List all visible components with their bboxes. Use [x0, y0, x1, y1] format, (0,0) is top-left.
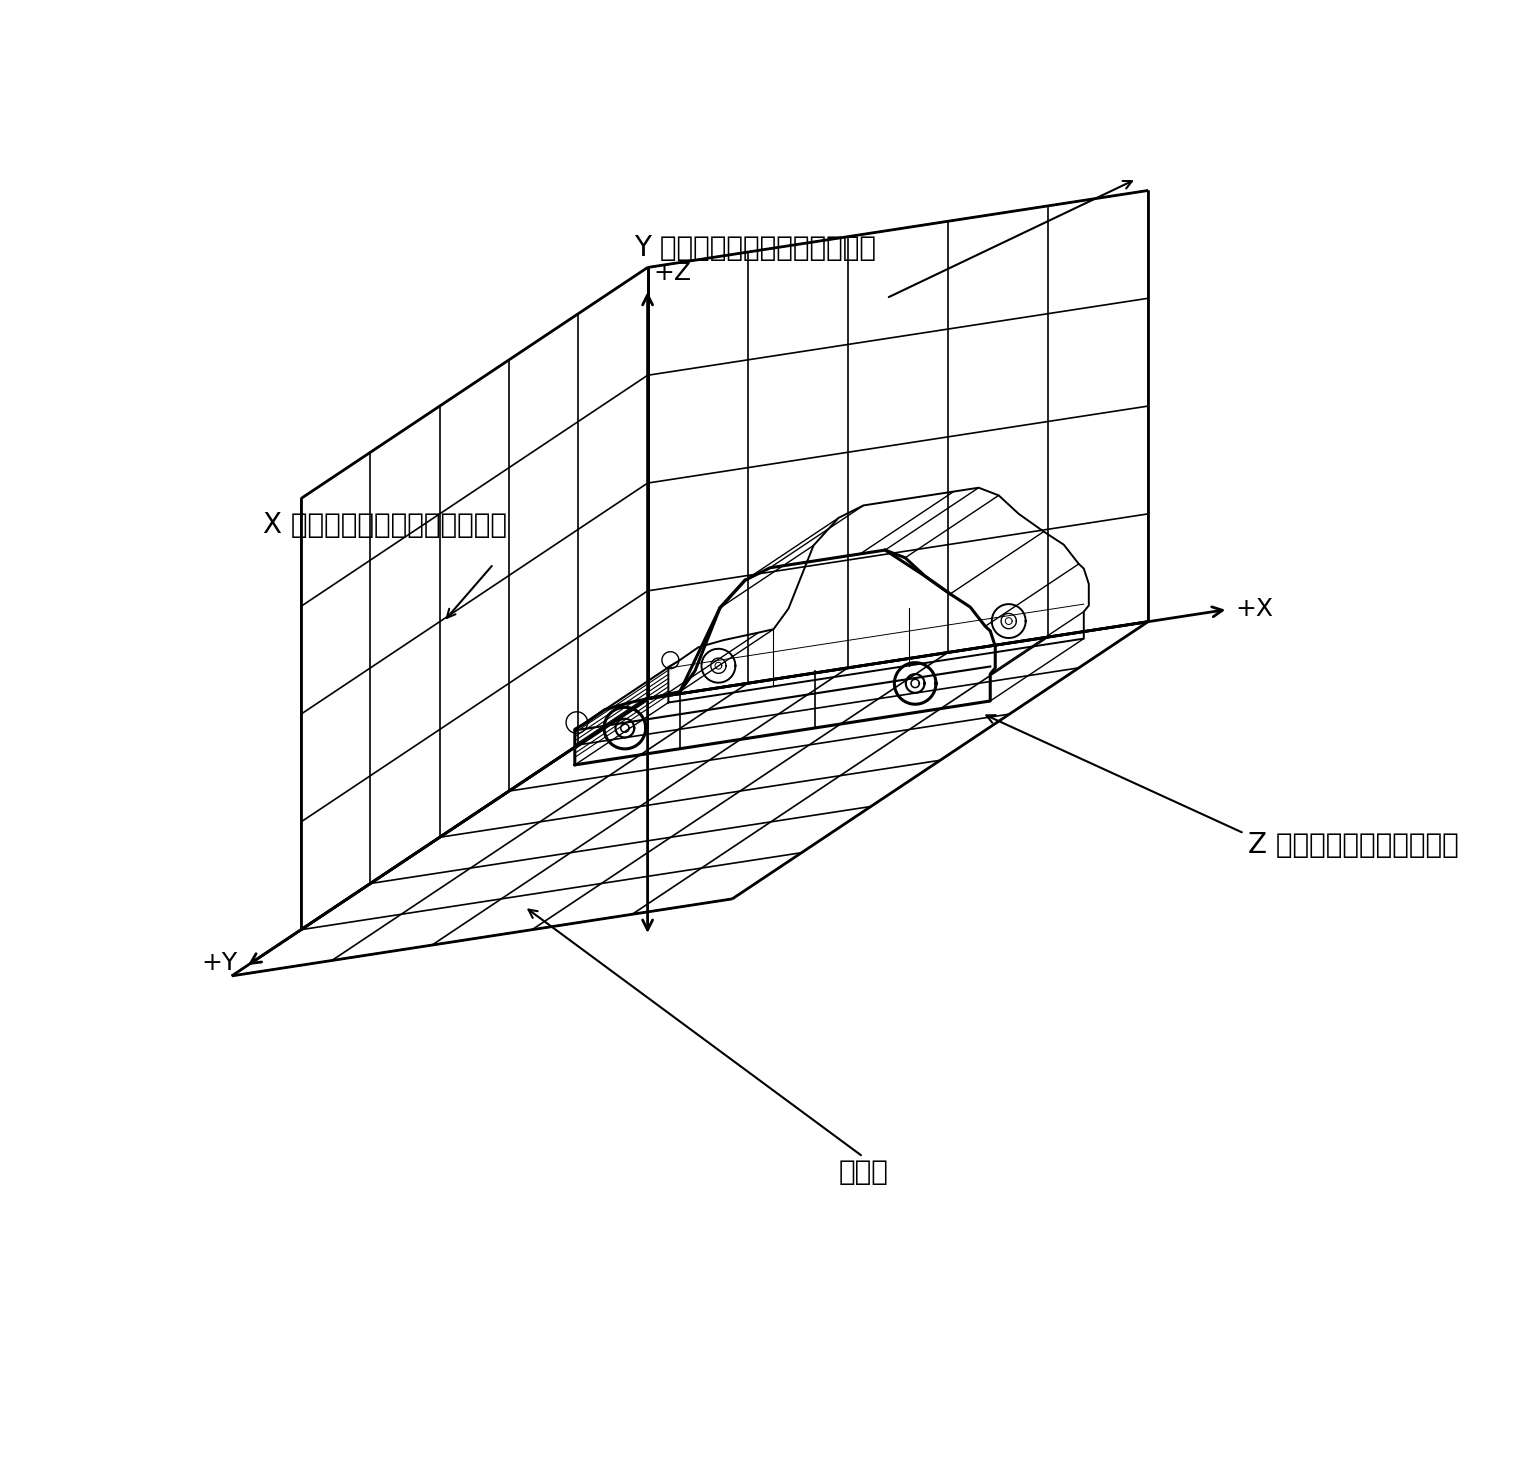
Text: +X: +X: [1236, 597, 1273, 622]
Text: Y 向零平面（纵向垂直零平面）: Y 向零平面（纵向垂直零平面）: [634, 235, 876, 263]
Text: 支撑面: 支撑面: [838, 1158, 888, 1186]
Text: X 向零平面（横向垂直零平面）: X 向零平面（横向垂直零平面）: [262, 512, 506, 540]
Text: +Z: +Z: [653, 261, 691, 285]
Text: +Y: +Y: [202, 951, 238, 975]
Text: Z 向零平面（水平零平面）: Z 向零平面（水平零平面）: [1248, 832, 1458, 859]
